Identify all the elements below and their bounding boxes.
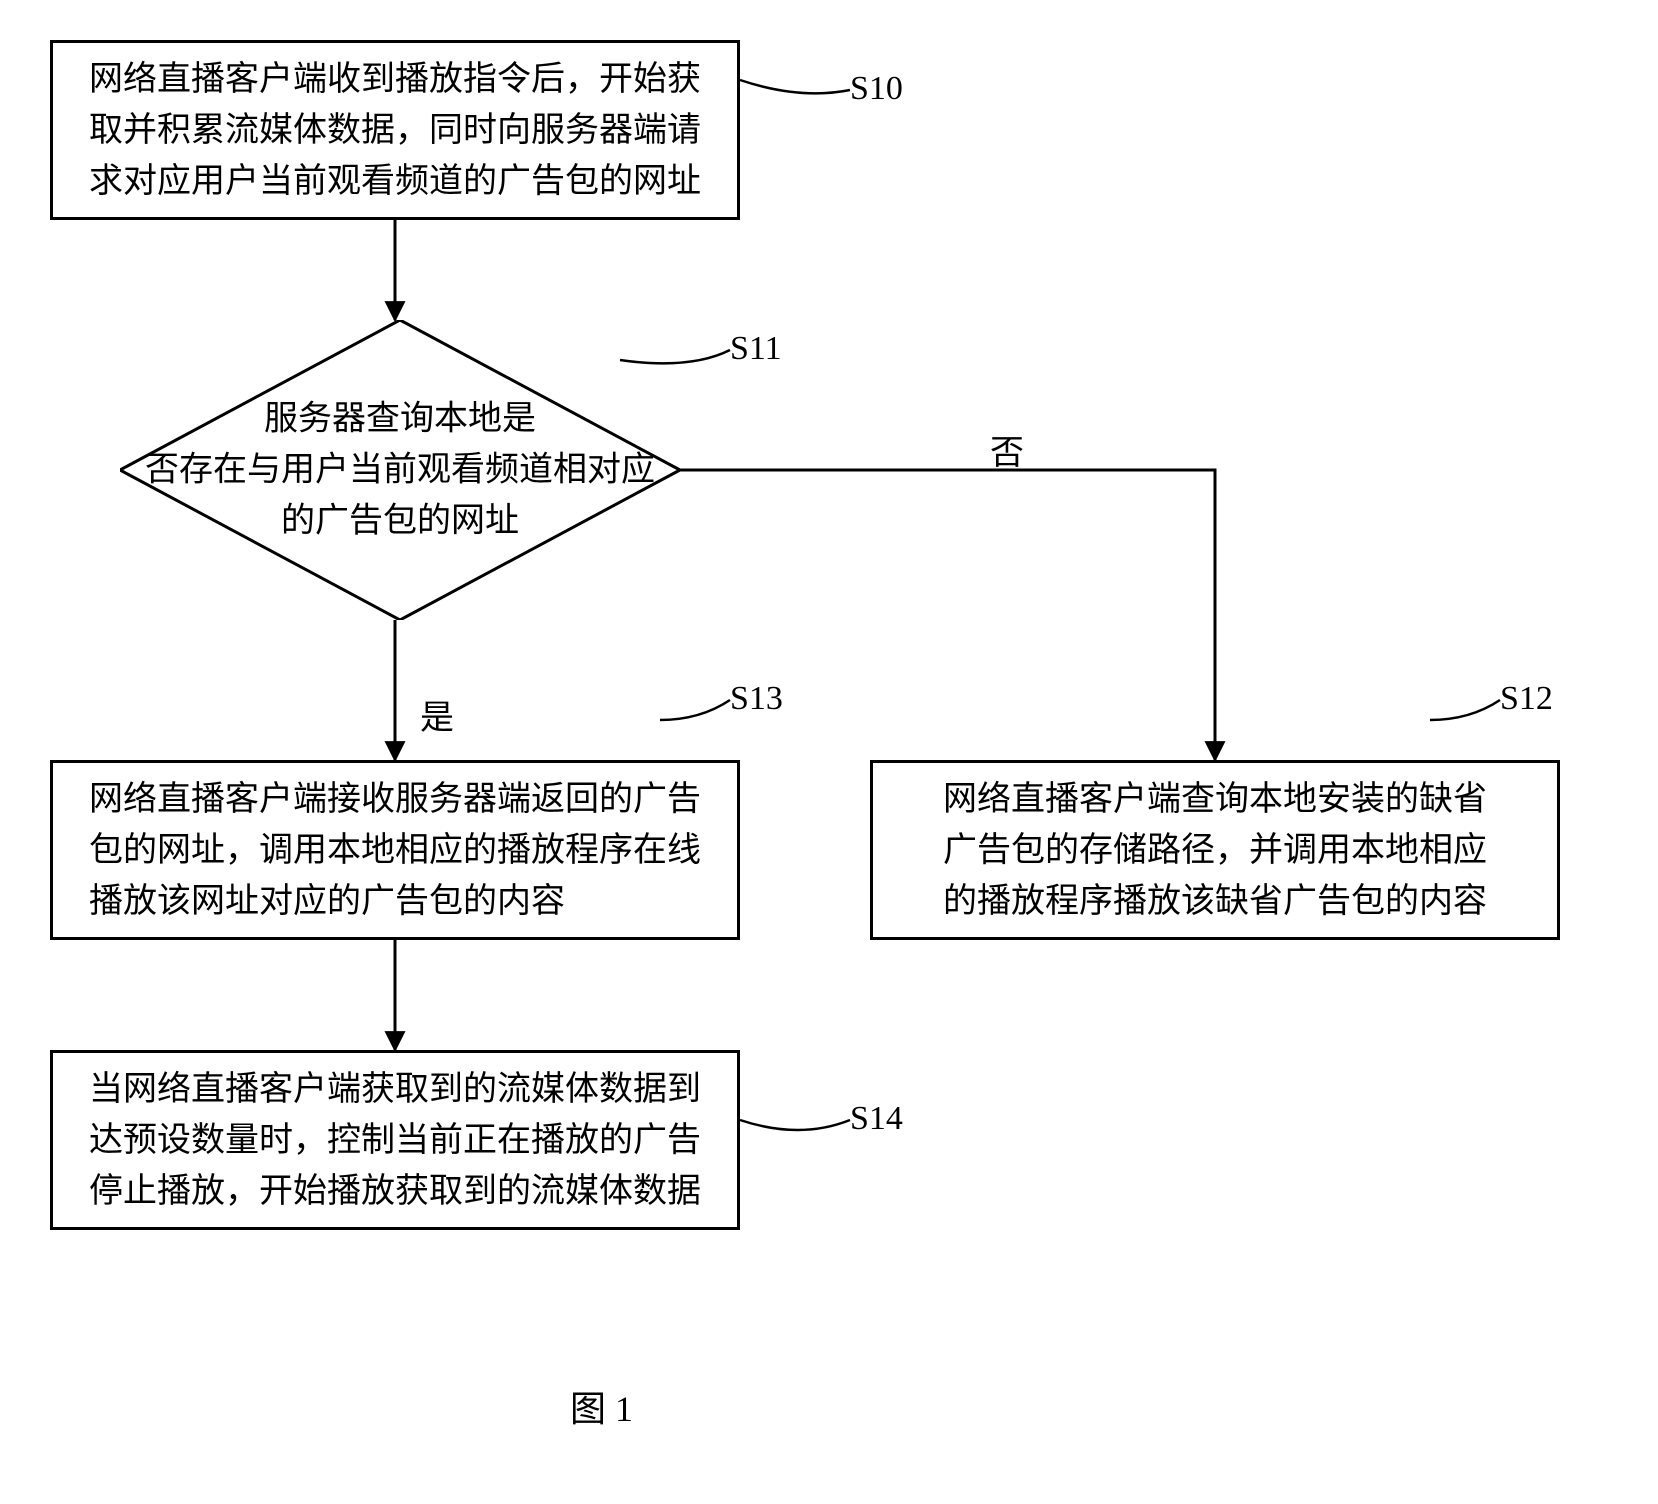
node-s11: 服务器查询本地是 否存在与用户当前观看频道相对应 的广告包的网址 <box>120 320 680 620</box>
node-s14: 当网络直播客户端获取到的流媒体数据到 达预设数量时，控制当前正在播放的广告 停止… <box>50 1050 740 1230</box>
callout-s10 <box>740 80 850 93</box>
step-label-s12: S12 <box>1500 680 1553 718</box>
node-s13: 网络直播客户端接收服务器端返回的广告 包的网址，调用本地相应的播放程序在线 播放… <box>50 760 740 940</box>
figure-caption: 图 1 <box>570 1380 633 1432</box>
callout-s14 <box>740 1120 850 1130</box>
edge-label-s11-s12: 否 <box>990 425 1024 474</box>
callout-s12 <box>1430 700 1500 720</box>
node-s10: 网络直播客户端收到播放指令后，开始获 取并积累流媒体数据，同时向服务器端请 求对… <box>50 40 740 220</box>
callout-s13 <box>660 700 730 720</box>
step-label-s14: S14 <box>850 1100 903 1138</box>
step-label-s13: S13 <box>730 680 783 718</box>
node-s12: 网络直播客户端查询本地安装的缺省 广告包的存储路径，并调用本地相应 的播放程序播… <box>870 760 1560 940</box>
node-text-s11: 服务器查询本地是 否存在与用户当前观看频道相对应 的广告包的网址 <box>142 394 657 547</box>
node-text-s14: 当网络直播客户端获取到的流媒体数据到 达预设数量时，控制当前正在播放的广告 停止… <box>89 1064 701 1217</box>
step-label-s11: S11 <box>730 330 782 368</box>
node-text-s13: 网络直播客户端接收服务器端返回的广告 包的网址，调用本地相应的播放程序在线 播放… <box>89 774 701 927</box>
step-label-s10: S10 <box>850 70 903 108</box>
edge-label-s11-s13: 是 <box>420 690 454 739</box>
node-text-s10: 网络直播客户端收到播放指令后，开始获 取并积累流媒体数据，同时向服务器端请 求对… <box>89 54 701 207</box>
node-text-s12: 网络直播客户端查询本地安装的缺省 广告包的存储路径，并调用本地相应 的播放程序播… <box>943 774 1487 927</box>
